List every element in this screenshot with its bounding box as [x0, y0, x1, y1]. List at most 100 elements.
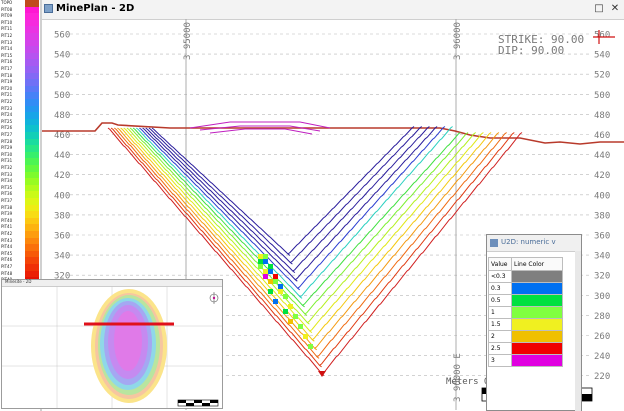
legend-color-swatch — [25, 270, 39, 278]
legend-color-swatch — [25, 178, 39, 185]
value-color-row[interactable]: <0.3 — [488, 270, 563, 283]
legend-row[interactable]: PIT40 — [0, 217, 40, 225]
legend-row[interactable]: PIT15 — [0, 52, 40, 60]
legend-row[interactable]: PIT47 — [0, 264, 40, 271]
close-icon[interactable]: ✕ — [610, 3, 620, 14]
legend-row[interactable]: PIT46 — [0, 257, 40, 264]
legend-row[interactable]: PIT28 — [0, 138, 40, 146]
value-color-row[interactable]: 2.5 — [488, 342, 563, 355]
numeric-panel-scrollbar[interactable] — [575, 251, 581, 411]
pit-shell-outline — [209, 128, 313, 135]
legend-row[interactable]: PIT21 — [0, 92, 40, 99]
elevation-axis-right: 560 540 520 500 480 460 440 420 400 380 360 340 320 3… — [594, 31, 610, 383]
legend-row[interactable]: PIT14 — [0, 46, 40, 53]
plan-view-inset[interactable]: Minesite - 2D — [1, 279, 223, 409]
legend-color-swatch — [25, 184, 39, 192]
pit-shell-outline — [132, 127, 461, 308]
legend-color-swatch — [25, 105, 39, 113]
legend-row[interactable]: PIT31 — [0, 158, 40, 165]
legend-row-label: PIT14 — [1, 46, 13, 52]
legend-row[interactable]: PIT30 — [0, 151, 40, 159]
legend-row[interactable]: PIT26 — [0, 125, 40, 132]
pit-shell-outline — [114, 127, 507, 359]
value-color-row[interactable]: 1 — [488, 306, 563, 319]
elevation-tick-right: 400 — [594, 191, 610, 201]
legend-row-label: PIT10 — [1, 19, 13, 25]
value-color-row[interactable]: 0.3 — [488, 282, 563, 295]
value-color-row[interactable]: 0.5 — [488, 294, 563, 307]
legend-row[interactable]: PIT36 — [0, 191, 40, 198]
numeric-panel-title: U2D: numeric v — [501, 238, 556, 246]
value-column-header: Value — [488, 257, 512, 271]
legend-row[interactable]: PIT45 — [0, 250, 40, 258]
legend-row-label: PIT23 — [1, 105, 13, 111]
legend-row[interactable]: PIT23 — [0, 105, 40, 113]
line-color-swatch[interactable] — [511, 354, 563, 367]
legend-row[interactable]: PIT11 — [0, 26, 40, 33]
legend-row[interactable]: PIT33 — [0, 171, 40, 179]
legend-row-label: PIT32 — [1, 165, 13, 170]
value-color-row[interactable]: 3 — [488, 354, 563, 367]
legend-row-label: PIT29 — [1, 145, 13, 151]
legend-row[interactable]: PIT27 — [0, 132, 40, 139]
pit-shell-outline — [110, 127, 515, 368]
legend-row-label: PIT24 — [1, 112, 13, 118]
line-color-swatch[interactable] — [511, 294, 563, 307]
value-cell: 0.3 — [488, 282, 512, 295]
legend-row[interactable]: PIT38 — [0, 204, 40, 212]
legend-color-swatch — [25, 250, 39, 258]
legend-row[interactable]: PIT13 — [0, 39, 40, 47]
numeric-legend-panel[interactable]: U2D: numeric v Value Line Color <0.3 0.3 0… — [486, 234, 582, 411]
legend-row[interactable]: PIT41 — [0, 224, 40, 231]
legend-color-swatch — [25, 145, 39, 152]
legend-row[interactable]: PIT42 — [0, 231, 40, 238]
legend-row-label: PIT21 — [1, 92, 13, 98]
legend-color-swatch — [25, 264, 39, 271]
legend-row[interactable]: PIT10 — [0, 19, 40, 27]
legend-row[interactable]: PIT32 — [0, 165, 40, 172]
legend-color-swatch — [25, 204, 39, 212]
legend-row[interactable]: PIT37 — [0, 198, 40, 205]
legend-row[interactable]: PIT20 — [0, 85, 40, 93]
elevation-tick-left: 500 — [54, 91, 70, 101]
plan-view-canvas[interactable] — [2, 286, 222, 408]
legend-row[interactable]: PIT44 — [0, 244, 40, 251]
legend-row[interactable]: PIT17 — [0, 66, 40, 73]
legend-row[interactable]: PIT22 — [0, 99, 40, 106]
line-color-swatch[interactable] — [511, 306, 563, 319]
pit-shell-outline — [151, 126, 415, 256]
elevation-tick-left: 360 — [54, 232, 70, 242]
legend-row[interactable]: PIT48 — [0, 270, 40, 278]
panel-separator[interactable] — [40, 0, 42, 411]
legend-row-label: PIT39 — [1, 211, 13, 217]
legend-row[interactable]: PIT25 — [0, 118, 40, 126]
value-color-row[interactable]: 1.5 — [488, 318, 563, 331]
legend-row[interactable]: PIT35 — [0, 184, 40, 192]
legend-row[interactable]: PIT16 — [0, 59, 40, 66]
elevation-tick-right: 440 — [594, 151, 610, 161]
elevation-tick-right: 480 — [594, 111, 610, 121]
legend-row[interactable]: PIT12 — [0, 33, 40, 40]
legend-row[interactable]: PIT08 — [0, 6, 40, 14]
line-color-swatch[interactable] — [511, 330, 563, 343]
legend-row[interactable]: PIT18 — [0, 72, 40, 80]
legend-row[interactable]: PIT19 — [0, 79, 40, 86]
legend-row[interactable]: PIT43 — [0, 237, 40, 245]
legend-row[interactable]: PIT24 — [0, 112, 40, 119]
line-color-swatch[interactable] — [511, 270, 563, 283]
legend-row[interactable]: PIT39 — [0, 211, 40, 218]
legend-row-label: PIT41 — [1, 224, 13, 230]
restore-icon[interactable]: □ — [594, 3, 604, 14]
line-color-swatch[interactable] — [511, 282, 563, 295]
value-color-row[interactable]: 2 — [488, 330, 563, 343]
legend-row-label: PIT44 — [1, 244, 13, 250]
line-color-swatch[interactable] — [511, 318, 563, 331]
legend-color-swatch — [25, 99, 39, 106]
elevation-tick-right: 500 — [594, 91, 610, 101]
legend-row[interactable]: PIT29 — [0, 145, 40, 152]
legend-row[interactable]: PIT34 — [0, 178, 40, 185]
legend-row[interactable]: TOPO — [0, 0, 40, 7]
legend-row-label: PIT11 — [1, 26, 13, 32]
line-color-swatch[interactable] — [511, 342, 563, 355]
legend-row[interactable]: PIT09 — [0, 13, 40, 20]
